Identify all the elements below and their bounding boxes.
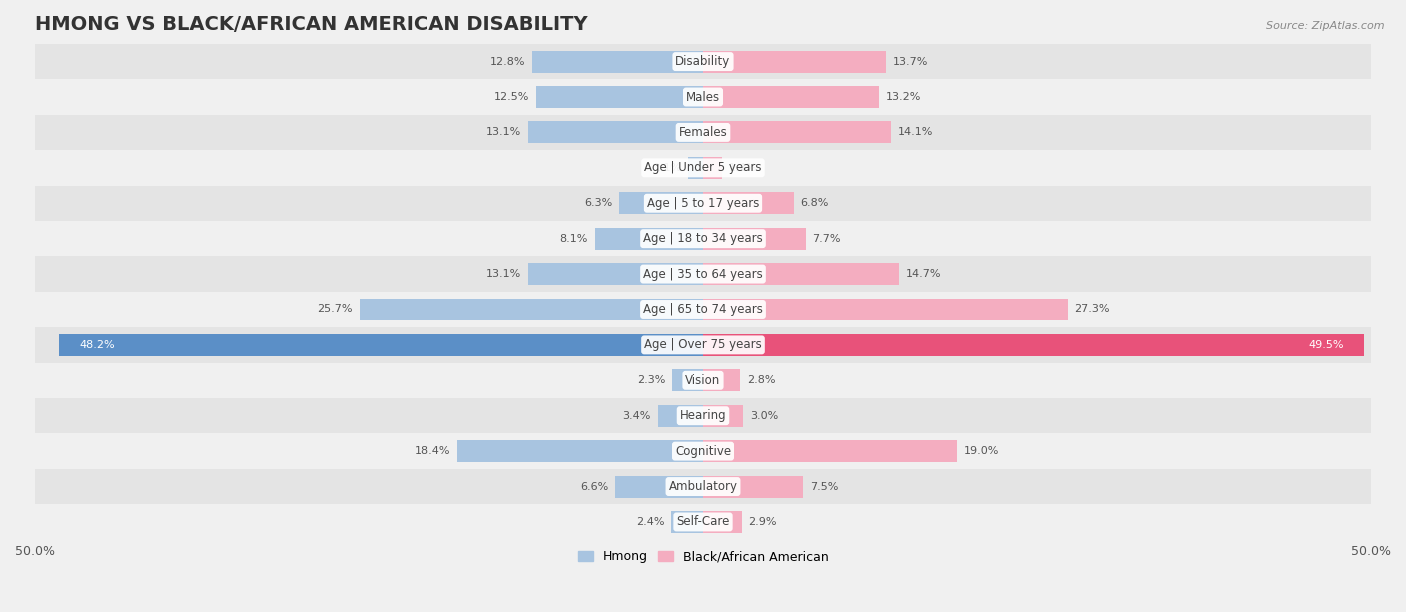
Text: 2.4%: 2.4%	[636, 517, 664, 527]
Bar	[35, 185, 1371, 221]
Text: 6.6%: 6.6%	[579, 482, 609, 491]
Bar	[35, 362, 1371, 398]
Bar	[703, 405, 744, 427]
Bar	[35, 44, 1371, 80]
Bar	[595, 228, 703, 250]
Bar	[35, 80, 1371, 114]
Text: Age | Over 75 years: Age | Over 75 years	[644, 338, 762, 351]
Bar	[703, 511, 742, 533]
Text: 13.2%: 13.2%	[886, 92, 921, 102]
Bar	[703, 121, 891, 143]
Text: HMONG VS BLACK/AFRICAN AMERICAN DISABILITY: HMONG VS BLACK/AFRICAN AMERICAN DISABILI…	[35, 15, 588, 34]
Bar	[703, 157, 721, 179]
Bar	[35, 398, 1371, 433]
Bar	[457, 440, 703, 462]
Bar	[529, 121, 703, 143]
Bar	[35, 469, 1371, 504]
Text: Age | 5 to 17 years: Age | 5 to 17 years	[647, 196, 759, 210]
Text: 1.4%: 1.4%	[728, 163, 756, 173]
Bar	[35, 221, 1371, 256]
Text: Self-Care: Self-Care	[676, 515, 730, 528]
Text: Age | 65 to 74 years: Age | 65 to 74 years	[643, 303, 763, 316]
Bar	[35, 150, 1371, 185]
Text: 27.3%: 27.3%	[1074, 305, 1109, 315]
Text: 12.8%: 12.8%	[489, 56, 526, 67]
Bar	[703, 299, 1067, 321]
Text: 14.1%: 14.1%	[898, 127, 934, 138]
Text: 2.8%: 2.8%	[747, 375, 776, 386]
Text: 3.4%: 3.4%	[623, 411, 651, 420]
Text: 13.7%: 13.7%	[893, 56, 928, 67]
Bar	[35, 256, 1371, 292]
Text: 25.7%: 25.7%	[318, 305, 353, 315]
Text: Disability: Disability	[675, 55, 731, 68]
Bar	[703, 440, 957, 462]
Text: 2.9%: 2.9%	[748, 517, 778, 527]
Text: Age | Under 5 years: Age | Under 5 years	[644, 162, 762, 174]
Bar	[35, 292, 1371, 327]
Text: Cognitive: Cognitive	[675, 445, 731, 458]
Bar	[703, 334, 1364, 356]
Bar	[35, 504, 1371, 540]
Text: 7.5%: 7.5%	[810, 482, 838, 491]
Bar	[672, 369, 703, 391]
Text: 1.1%: 1.1%	[654, 163, 682, 173]
Text: 18.4%: 18.4%	[415, 446, 450, 456]
Bar	[35, 114, 1371, 150]
Text: 13.1%: 13.1%	[486, 127, 522, 138]
Bar	[35, 433, 1371, 469]
Text: Age | 35 to 64 years: Age | 35 to 64 years	[643, 267, 763, 280]
Bar	[35, 327, 1371, 362]
Legend: Hmong, Black/African American: Hmong, Black/African American	[572, 545, 834, 568]
Bar	[671, 511, 703, 533]
Bar	[529, 263, 703, 285]
Bar	[360, 299, 703, 321]
Bar	[614, 476, 703, 498]
Bar	[703, 369, 741, 391]
Text: 49.5%: 49.5%	[1309, 340, 1344, 350]
Text: 14.7%: 14.7%	[905, 269, 942, 279]
Bar	[658, 405, 703, 427]
Text: Hearing: Hearing	[679, 409, 727, 422]
Text: 12.5%: 12.5%	[494, 92, 529, 102]
Bar	[703, 263, 900, 285]
Text: 2.3%: 2.3%	[637, 375, 665, 386]
Bar	[703, 192, 794, 214]
Bar	[59, 334, 703, 356]
Text: 6.3%: 6.3%	[583, 198, 612, 208]
Bar	[689, 157, 703, 179]
Bar	[703, 86, 879, 108]
Bar	[703, 51, 886, 73]
Text: 19.0%: 19.0%	[963, 446, 998, 456]
Text: 3.0%: 3.0%	[749, 411, 778, 420]
Text: Age | 18 to 34 years: Age | 18 to 34 years	[643, 232, 763, 245]
Text: Males: Males	[686, 91, 720, 103]
Text: 6.8%: 6.8%	[800, 198, 830, 208]
Text: Vision: Vision	[685, 374, 721, 387]
Text: Ambulatory: Ambulatory	[668, 480, 738, 493]
Text: 13.1%: 13.1%	[486, 269, 522, 279]
Text: Females: Females	[679, 126, 727, 139]
Bar	[536, 86, 703, 108]
Text: 8.1%: 8.1%	[560, 234, 588, 244]
Text: Source: ZipAtlas.com: Source: ZipAtlas.com	[1267, 21, 1385, 31]
Bar	[703, 476, 803, 498]
Bar	[703, 228, 806, 250]
Text: 48.2%: 48.2%	[79, 340, 115, 350]
Bar	[531, 51, 703, 73]
Text: 7.7%: 7.7%	[813, 234, 841, 244]
Bar	[619, 192, 703, 214]
